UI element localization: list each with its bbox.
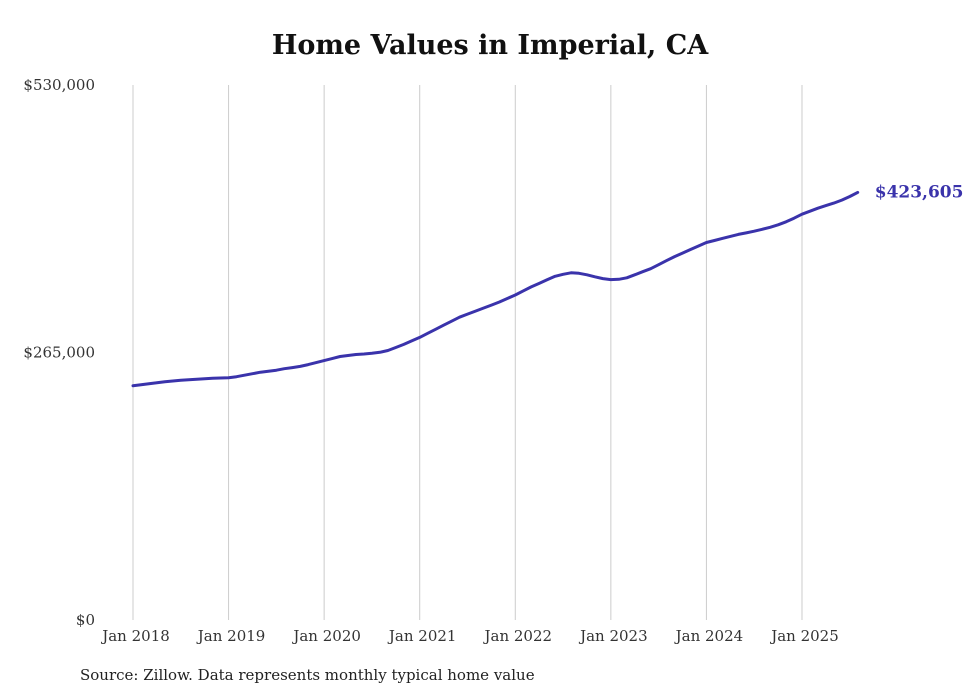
x-tick-label: Jan 2018 (100, 627, 170, 645)
chart-title: Home Values in Imperial, CA (271, 30, 709, 61)
x-tick-label: Jan 2021 (387, 627, 457, 645)
source-note: Source: Zillow. Data represents monthly … (80, 666, 535, 684)
x-tick-label: Jan 2024 (674, 627, 744, 645)
y-tick-label: $530,000 (23, 76, 95, 94)
x-tick-label: Jan 2022 (482, 627, 552, 645)
end-value-label: $423,605 (875, 182, 964, 202)
y-tick-label: $265,000 (23, 344, 95, 362)
y-tick-label: $0 (76, 611, 95, 629)
x-tick-label: Jan 2023 (578, 627, 648, 645)
x-tick-label: Jan 2019 (196, 627, 266, 645)
x-tick-label: Jan 2020 (291, 627, 361, 645)
x-tick-label: Jan 2025 (769, 627, 839, 645)
value-line (131, 190, 860, 388)
